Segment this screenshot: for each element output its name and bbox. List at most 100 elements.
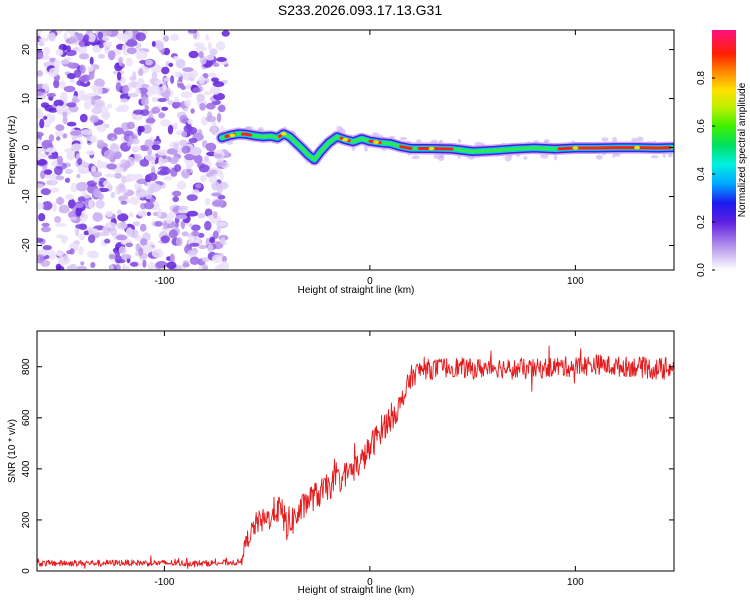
noise-blob xyxy=(76,33,84,41)
noise-blob xyxy=(54,165,63,176)
y-tick-label: -10 xyxy=(21,189,32,204)
noise-blob xyxy=(123,130,134,137)
noise-blob xyxy=(115,82,122,92)
colorbar-tick-label: 0.0 xyxy=(696,263,707,277)
noise-blob xyxy=(176,180,187,190)
noise-blob xyxy=(187,250,198,256)
noise-blob xyxy=(46,113,52,118)
noise-blob xyxy=(56,249,63,257)
noise-blob xyxy=(66,121,77,127)
snr-frame xyxy=(36,330,675,572)
noise-blob xyxy=(48,107,58,113)
noise-blob xyxy=(51,172,56,182)
noise-blob xyxy=(172,55,179,61)
noise-blob xyxy=(40,226,52,233)
noise-blob xyxy=(46,179,58,186)
noise-blob xyxy=(165,215,173,224)
noise-blob xyxy=(178,208,189,215)
noise-blob xyxy=(198,76,206,85)
ridge-scatter xyxy=(612,153,616,158)
noise-blob xyxy=(186,168,192,174)
noise-blob xyxy=(126,47,137,55)
noise-blob xyxy=(128,135,134,146)
noise-blob xyxy=(151,144,161,151)
noise-blob xyxy=(79,113,88,123)
noise-blob xyxy=(136,42,141,51)
ridge-peak xyxy=(373,140,379,144)
noise-blob xyxy=(64,177,71,183)
noise-blob xyxy=(215,162,227,167)
noise-blob xyxy=(70,216,77,221)
noise-blob xyxy=(200,175,207,182)
noise-blob xyxy=(188,223,193,228)
noise-blob xyxy=(41,201,53,211)
noise-blob xyxy=(207,41,212,52)
noise-blob xyxy=(110,191,116,199)
noise-blob xyxy=(126,121,135,130)
ridge-inner xyxy=(220,132,674,162)
noise-blob xyxy=(179,139,188,147)
noise-blob xyxy=(56,105,62,113)
ridge-core xyxy=(399,145,413,150)
snr-ylabel: SNR (10 * v/v) xyxy=(7,419,18,483)
noise-blob xyxy=(147,261,155,270)
noise-blob xyxy=(184,99,192,107)
noise-blob xyxy=(37,91,44,96)
ridge-peak xyxy=(572,146,579,150)
noise-blob xyxy=(164,175,173,181)
ridge-peak xyxy=(229,133,236,138)
noise-blob xyxy=(92,228,99,234)
noise-blob xyxy=(118,57,123,67)
noise-blob xyxy=(83,230,90,236)
noise-blob xyxy=(37,145,42,151)
noise-blob xyxy=(151,96,159,103)
noise-blob xyxy=(175,58,186,69)
noise-blob xyxy=(65,30,77,34)
noise-blob xyxy=(191,189,200,195)
noise-blob xyxy=(78,53,90,60)
noise-blob xyxy=(114,255,123,264)
noise-blob xyxy=(129,196,140,205)
noise-blob xyxy=(69,78,75,83)
noise-blob xyxy=(209,48,218,56)
y-tick-label: 0 xyxy=(21,144,32,150)
noise-blob xyxy=(174,164,182,172)
noise-blob xyxy=(121,175,127,184)
noise-blob xyxy=(111,137,116,142)
y-tick-label: 200 xyxy=(21,511,32,528)
noise-blob xyxy=(219,181,229,190)
noise-blob xyxy=(66,102,77,108)
noise-blob xyxy=(203,155,209,162)
noise-blob xyxy=(163,35,169,42)
colorbar-gradient xyxy=(712,30,736,270)
noise-blob xyxy=(75,206,82,217)
noise-blob xyxy=(120,254,132,260)
ridge-scatter xyxy=(411,155,420,160)
noise-blob xyxy=(195,183,202,189)
noise-blob xyxy=(37,52,44,60)
noise-blob xyxy=(205,142,217,152)
noise-blob xyxy=(92,212,103,222)
noise-blob xyxy=(187,119,194,125)
noise-blob xyxy=(219,172,224,181)
noise-blob xyxy=(45,147,57,153)
ridge-core xyxy=(417,147,454,151)
noise-blob xyxy=(133,109,144,115)
noise-blob xyxy=(56,136,61,141)
noise-blob xyxy=(48,154,59,160)
noise-blob xyxy=(68,198,76,209)
noise-blob xyxy=(145,153,157,163)
noise-blob xyxy=(171,156,180,163)
noise-blob xyxy=(77,157,83,166)
noise-blob xyxy=(174,223,179,228)
spectrogram-frame xyxy=(36,29,675,271)
noise-blob xyxy=(182,262,190,268)
noise-blob xyxy=(103,227,109,233)
noise-blob xyxy=(115,234,128,241)
noise-blob xyxy=(211,254,223,263)
noise-blob xyxy=(216,221,228,227)
noise-blob xyxy=(97,232,110,237)
noise-blob xyxy=(139,159,150,167)
noise-blob xyxy=(54,216,62,223)
noise-blob xyxy=(60,59,70,65)
